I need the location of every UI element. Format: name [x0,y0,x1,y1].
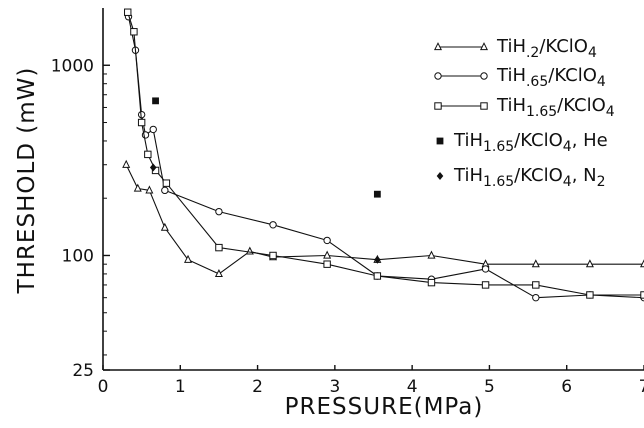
x-tick-label: 2 [252,377,263,397]
data-point-square [162,179,171,187]
data-point-square [373,272,382,280]
data-point-triangle [145,185,154,194]
y-tick-label: 100 [62,246,94,266]
legend-item: TiH1.65/KClO4, N2 [436,165,606,190]
data-point-triangle [245,246,254,255]
data-point-circle [149,125,157,134]
data-point-square [269,251,277,260]
y-axis-title: THRESHOLD (mW) [14,67,40,295]
data-point-square [124,8,132,16]
data-point-circle [481,265,490,273]
legend-item: TiH1.65/KClO4, He [436,130,608,155]
data-point-triangle [531,259,540,268]
data-point-square [137,118,146,127]
data-point-triangle [585,259,594,268]
data-point-triangle [122,159,131,168]
data-point-square [323,260,331,268]
x-tick-label: 7 [639,377,644,397]
x-ticks: 0 1 2 3 4 5 6 7 [98,365,644,397]
data-point-square [480,102,488,110]
legend-item: TiH.65/KClO4 [434,65,606,90]
data-point-filled-diamond [374,255,381,264]
x-axis-title: PRESSURE(MPa) [285,394,484,420]
series-4 [152,97,381,198]
data-point-square [481,281,490,289]
series-layer [122,8,644,302]
data-point-filled-square [436,137,444,145]
data-point-circle [215,207,223,216]
x-tick-label: 6 [561,377,572,397]
data-point-triangle [639,259,644,268]
data-point-square [144,150,152,159]
data-point-triangle [479,42,489,51]
data-point-triangle [184,254,193,263]
data-point-triangle [214,268,223,278]
series-line [127,16,644,299]
data-point-square [427,278,436,287]
data-point-circle [480,72,488,80]
y-tick-label: 1000 [51,56,94,76]
data-point-triangle [427,250,436,259]
data-point-triangle [160,222,169,231]
legend-label: TiH.65/KClO4 [496,65,606,90]
legend-label: TiH1.65/KClO4, He [453,130,608,155]
data-point-square [130,28,138,36]
x-tick-label: 3 [329,377,340,397]
legend-label: TiH1.65/KClO4, N2 [453,165,606,190]
data-point-square [586,291,594,299]
data-point-filled-square [373,190,381,198]
legend-item: TiH1.65/KClO4 [434,95,615,120]
data-point-triangle [433,42,443,51]
x-tick-label: 0 [98,377,109,397]
legend: TiH.2/KClO4 TiH.65/KClO4 TiH1.65/KClO4 TiH1… [433,36,615,190]
legend-item: TiH.2/KClO4 [433,36,597,61]
x-tick-label: 1 [175,377,186,397]
data-point-circle [269,221,277,229]
data-point-circle [323,236,331,245]
x-tick-label: 5 [484,377,495,397]
data-point-circle [532,293,540,302]
data-point-circle [161,186,169,195]
data-point-square [532,281,540,289]
legend-label: TiH1.65/KClO4 [496,95,615,120]
data-point-filled-diamond [436,172,444,180]
legend-label: TiH.2/KClO4 [496,36,597,61]
data-point-filled-square [152,97,159,105]
axes: 0 1 2 3 4 5 6 7 25 100 1000 [51,8,644,397]
x-tick-label: 4 [407,377,418,397]
data-point-triangle [323,250,332,259]
data-point-square [434,102,442,110]
data-point-square [215,243,223,252]
y-tick-label: 25 [72,361,94,381]
series-5 [149,163,381,264]
y-ticks: 25 100 1000 [51,56,110,381]
data-point-triangle [133,183,142,192]
data-point-filled-diamond [149,163,157,172]
data-point-circle [434,72,442,80]
